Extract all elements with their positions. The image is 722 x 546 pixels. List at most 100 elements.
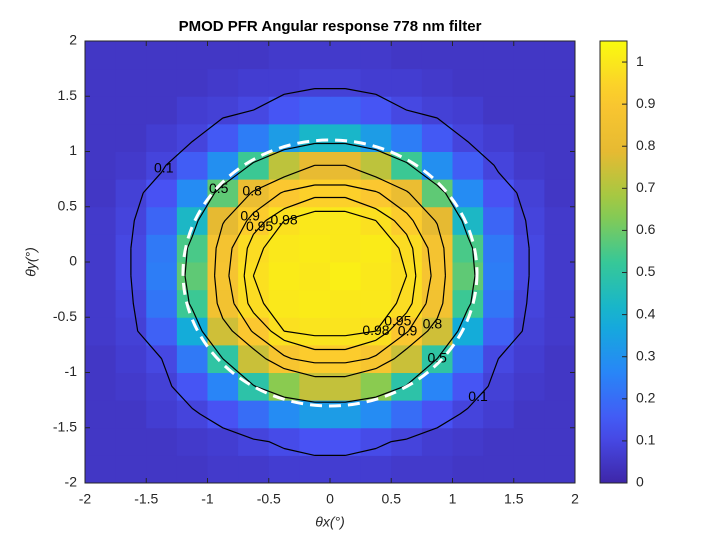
heat-cell (483, 41, 515, 70)
heat-cell (391, 344, 423, 373)
contour-label: 0.1 (468, 388, 488, 404)
heat-cell (207, 262, 239, 291)
heat-cell (452, 151, 484, 180)
heat-cell (85, 123, 117, 152)
heat-cell (299, 317, 331, 346)
heat-cell (452, 427, 484, 456)
heat-cell (452, 262, 484, 291)
heat-cell (513, 96, 545, 125)
heat-cell (238, 206, 270, 235)
heat-cell (421, 151, 453, 180)
heat-cell (360, 234, 392, 263)
heat-cell (330, 234, 362, 263)
heat-cell (391, 68, 423, 97)
heat-cell (452, 123, 484, 152)
heat-cell (513, 317, 545, 346)
heat-cell (268, 151, 300, 180)
heat-cell (207, 68, 239, 97)
heat-cell (238, 151, 270, 180)
heat-cell (238, 179, 270, 208)
heat-cell (238, 41, 270, 70)
heatmap (85, 41, 576, 484)
y-tick-label: 0.5 (58, 197, 78, 213)
y-tick-label: 1 (69, 142, 77, 158)
heat-cell (452, 344, 484, 373)
heat-cell (513, 41, 545, 70)
heat-cell (360, 400, 392, 429)
x-tick-label: 1.5 (504, 491, 524, 507)
x-tick-label: -2 (79, 491, 92, 507)
heat-cell (85, 427, 117, 456)
heat-cell (330, 262, 362, 291)
heat-cell (452, 206, 484, 235)
heat-cell (330, 289, 362, 318)
x-tick-label: 2 (571, 491, 579, 507)
heat-cell (115, 344, 147, 373)
heat-cell (391, 455, 423, 484)
heat-cell (146, 427, 178, 456)
heat-cell (421, 427, 453, 456)
heat-cell (299, 96, 331, 125)
heat-cell (85, 41, 117, 70)
heat-cell (483, 262, 515, 291)
heat-cell (85, 289, 117, 318)
y-tick-label: -1 (65, 363, 78, 379)
heat-cell (421, 234, 453, 263)
contour-line (130, 88, 530, 456)
heat-cell (146, 123, 178, 152)
contour-line (228, 184, 432, 364)
x-axis-label: θx(°) (315, 514, 345, 530)
heat-cell (483, 151, 515, 180)
colorbar-tick-label: 0 (636, 474, 644, 490)
heat-cell (115, 289, 147, 318)
heat-cell (360, 151, 392, 180)
heat-cell (146, 317, 178, 346)
heat-cell (176, 179, 208, 208)
heat-cell (238, 455, 270, 484)
heat-cell (513, 400, 545, 429)
heat-cell (268, 455, 300, 484)
heat-cell (176, 151, 208, 180)
colorbar-tick-label: 0.8 (636, 137, 656, 153)
heat-cell (268, 96, 300, 125)
heat-cell (268, 400, 300, 429)
heat-cell (421, 68, 453, 97)
contour-line (252, 210, 408, 337)
heat-cell (268, 262, 300, 291)
heat-cell (85, 96, 117, 125)
heat-cell (483, 68, 515, 97)
heat-cell (483, 123, 515, 152)
heat-cell (391, 41, 423, 70)
heat-cell (299, 262, 331, 291)
chart-title: PMOD PFR Angular response 778 nm filter (179, 18, 482, 35)
heat-cell (85, 372, 117, 401)
heat-cell (544, 455, 576, 484)
heat-cell (115, 68, 147, 97)
heat-cell (421, 262, 453, 291)
heat-cell (330, 455, 362, 484)
contour-label: 0.8 (242, 183, 262, 199)
heat-cell (299, 234, 331, 263)
heat-cell (207, 96, 239, 125)
heat-cell (452, 289, 484, 318)
heat-cell (207, 234, 239, 263)
heat-cell (452, 179, 484, 208)
contour-label: 0.9 (398, 323, 418, 339)
heat-cell (452, 96, 484, 125)
heat-cell (483, 206, 515, 235)
heat-cell (421, 289, 453, 318)
heat-cell (268, 234, 300, 263)
heat-cell (360, 41, 392, 70)
heat-cell (115, 41, 147, 70)
contour-label: 0.1 (154, 159, 174, 175)
heat-cell (268, 289, 300, 318)
heat-cell (176, 96, 208, 125)
heat-cell (360, 289, 392, 318)
heat-cell (115, 206, 147, 235)
heat-cell (146, 41, 178, 70)
heat-cell (115, 151, 147, 180)
heat-cell (513, 151, 545, 180)
heat-cell (146, 455, 178, 484)
heat-cell (483, 96, 515, 125)
heat-cell (452, 372, 484, 401)
